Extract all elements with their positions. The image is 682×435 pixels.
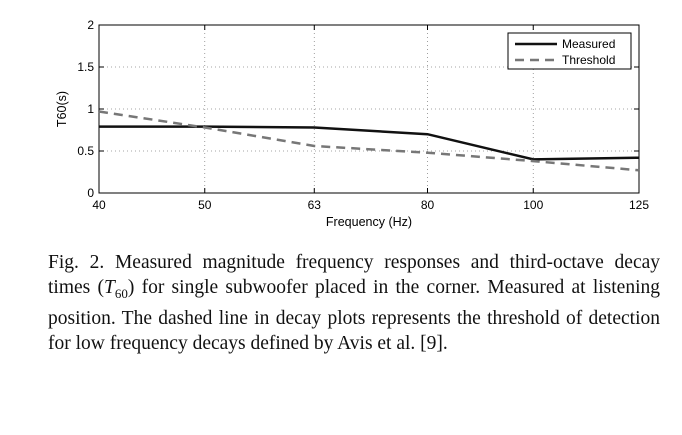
caption-text-before: Measured magnitude frequency responses a… (48, 252, 661, 298)
decay-time-chart: 40 50 63 80 100 125 0 0.5 1 1.5 2 Frequency (Hz) T… (55, 18, 649, 229)
x-tick-label: 100 (523, 198, 543, 212)
series-line-measured (99, 125, 640, 161)
x-tick-label: 80 (421, 198, 435, 212)
legend-box (507, 32, 632, 70)
x-tick-label: 63 (308, 198, 322, 212)
y-tick-label: 1.5 (77, 60, 94, 74)
legend-label-threshold: Threshold (562, 53, 615, 67)
caption-label: Fig. 2. (48, 252, 105, 273)
y-axis-label: T60(s) (55, 91, 69, 127)
series-lines (98, 110, 640, 172)
y-tick-label: 2 (87, 18, 94, 32)
caption-symbol: T (103, 277, 115, 298)
x-tick-label: 50 (198, 198, 212, 212)
caption-subscript: 60 (114, 285, 128, 301)
y-tick-label: 0 (87, 186, 94, 200)
caption-text-after: ) for single subwoofer placed in the cor… (48, 277, 660, 354)
x-tick-label: 40 (92, 198, 106, 212)
y-tick-label: 1 (87, 102, 94, 116)
figure-caption: Fig. 2. Measured magnitude frequency res… (48, 250, 660, 356)
x-axis-label: Frequency (Hz) (326, 215, 412, 229)
x-tick-label: 125 (629, 198, 649, 212)
legend-label-measured: Measured (562, 37, 615, 51)
axis-ticks: 40 50 63 80 100 125 0 0.5 1 1.5 2 (77, 18, 649, 212)
y-tick-label: 0.5 (77, 144, 94, 158)
series-line-threshold (98, 110, 640, 172)
chart-legend: Measured Threshold (507, 32, 632, 70)
